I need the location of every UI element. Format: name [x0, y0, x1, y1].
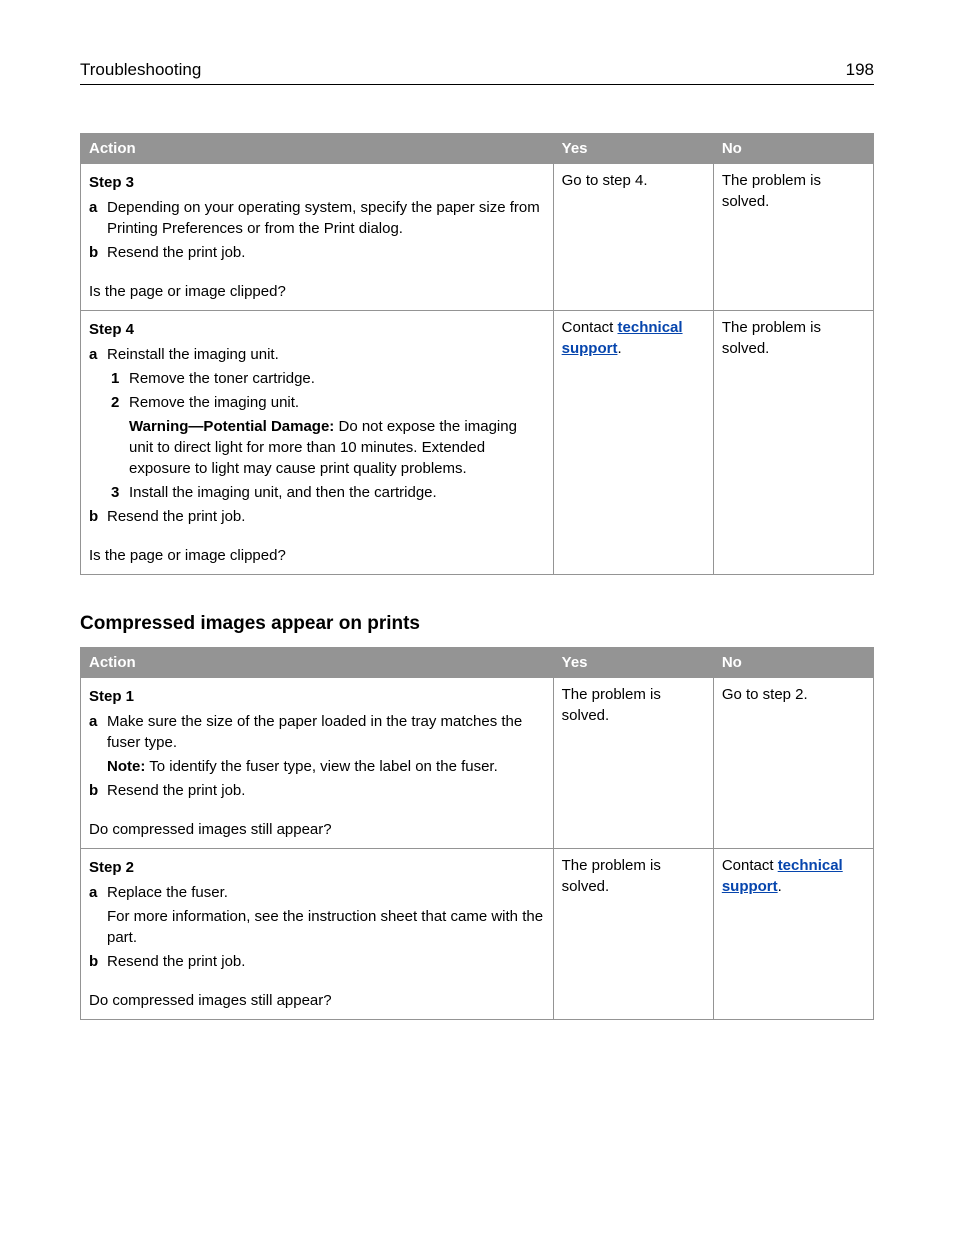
after-text: For more information, see the instructio…	[107, 906, 545, 948]
step-title: Step 4	[89, 319, 545, 340]
list-marker: a	[89, 882, 107, 903]
step-question: Is the page or image clipped?	[89, 281, 545, 302]
table-row: Step 4 a Reinstall the imaging unit. 1 R…	[81, 311, 874, 575]
list-text: Depending on your operating system, spec…	[107, 197, 545, 239]
list-marker	[111, 416, 129, 479]
yes-cell: Contact technical support.	[553, 311, 713, 575]
list-marker	[89, 906, 107, 948]
contact-suffix: .	[778, 878, 782, 895]
note-text: Note: To identify the fuser type, view t…	[107, 756, 545, 777]
action-cell: Step 4 a Reinstall the imaging unit. 1 R…	[81, 311, 554, 575]
list-text: Remove the toner cartridge.	[129, 368, 545, 389]
no-cell: The problem is solved.	[713, 311, 873, 575]
step-title: Step 3	[89, 172, 545, 193]
table-row: Step 2 a Replace the fuser. For more inf…	[81, 849, 874, 1020]
step-question: Do compressed images still appear?	[89, 990, 545, 1011]
list-text: Resend the print job.	[107, 506, 545, 527]
list-text: Install the imaging unit, and then the c…	[129, 482, 545, 503]
list-marker	[89, 756, 107, 777]
table-row: Step 1 a Make sure the size of the paper…	[81, 678, 874, 849]
th-action: Action	[81, 134, 554, 164]
no-cell: The problem is solved.	[713, 164, 873, 311]
list-text: Make sure the size of the paper loaded i…	[107, 711, 545, 753]
list-marker: b	[89, 780, 107, 801]
contact-prefix: Contact	[562, 319, 618, 336]
note-body: To identify the fuser type, view the lab…	[145, 758, 497, 775]
header-page-number: 198	[846, 60, 874, 80]
th-no: No	[713, 134, 873, 164]
warning-prefix: Warning—Potential Damage:	[129, 418, 334, 435]
list-marker: a	[89, 197, 107, 239]
troubleshoot-table-2: Action Yes No Step 1 a Make sure the siz…	[80, 647, 874, 1020]
step-title: Step 2	[89, 857, 545, 878]
header-section-title: Troubleshooting	[80, 60, 201, 80]
list-text: Resend the print job.	[107, 951, 545, 972]
action-cell: Step 3 a Depending on your operating sys…	[81, 164, 554, 311]
step-question: Is the page or image clipped?	[89, 545, 545, 566]
list-marker: b	[89, 242, 107, 263]
no-cell: Contact technical support.	[713, 849, 873, 1020]
list-marker: 3	[111, 482, 129, 503]
action-cell: Step 2 a Replace the fuser. For more inf…	[81, 849, 554, 1020]
action-cell: Step 1 a Make sure the size of the paper…	[81, 678, 554, 849]
list-marker: b	[89, 951, 107, 972]
troubleshoot-table-1: Action Yes No Step 3 a Depending on your…	[80, 133, 874, 575]
list-marker: a	[89, 344, 107, 365]
no-cell: Go to step 2.	[713, 678, 873, 849]
list-marker: b	[89, 506, 107, 527]
yes-cell: The problem is solved.	[553, 849, 713, 1020]
list-marker: a	[89, 711, 107, 753]
contact-prefix: Contact	[722, 857, 778, 874]
contact-suffix: .	[617, 340, 621, 357]
page: Troubleshooting 198 Action Yes No Step 3…	[0, 0, 954, 1060]
list-text: Reinstall the imaging unit.	[107, 344, 545, 365]
section-heading: Compressed images appear on prints	[80, 613, 874, 635]
step-title: Step 1	[89, 686, 545, 707]
th-yes: Yes	[553, 134, 713, 164]
th-action: Action	[81, 648, 554, 678]
list-text: Resend the print job.	[107, 780, 545, 801]
th-yes: Yes	[553, 648, 713, 678]
yes-cell: Go to step 4.	[553, 164, 713, 311]
warning-text: Warning—Potential Damage: Do not expose …	[129, 416, 545, 479]
note-prefix: Note:	[107, 758, 145, 775]
list-marker: 1	[111, 368, 129, 389]
page-header: Troubleshooting 198	[80, 60, 874, 85]
table-row: Step 3 a Depending on your operating sys…	[81, 164, 874, 311]
list-marker: 2	[111, 392, 129, 413]
list-text: Replace the fuser.	[107, 882, 545, 903]
list-text: Resend the print job.	[107, 242, 545, 263]
yes-cell: The problem is solved.	[553, 678, 713, 849]
list-text: Remove the imaging unit.	[129, 392, 545, 413]
th-no: No	[713, 648, 873, 678]
step-question: Do compressed images still appear?	[89, 819, 545, 840]
